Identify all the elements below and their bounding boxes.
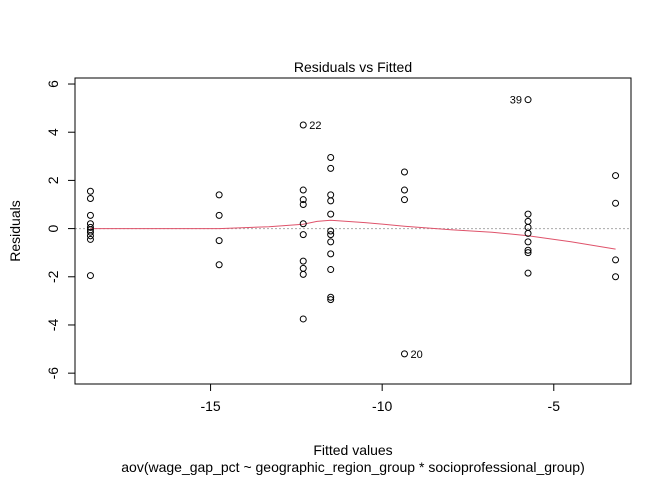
data-point [524,238,532,246]
data-point [327,210,335,218]
data-point [524,249,532,257]
data-point [86,194,94,202]
data-point [524,269,532,277]
data-point [524,96,532,104]
x-tick-label: -10 [372,398,392,414]
outlier-labels: 22 20 39 [309,95,522,361]
data-point [299,315,307,323]
data-point [299,220,307,228]
y-axis-title: Residuals [7,200,23,261]
data-point [299,121,307,129]
point-label: 20 [410,349,422,361]
y-tick-label: 6 [45,80,61,88]
chart-title: Residuals vs Fitted [294,59,412,75]
data-point [327,266,335,274]
data-point [524,217,532,225]
data-point [400,186,408,194]
data-point [215,191,223,199]
data-point [400,168,408,176]
data-point [524,229,532,237]
data-point [299,196,307,204]
data-point [215,211,223,219]
data-point [299,270,307,278]
data-point [524,210,532,218]
data-point [86,272,94,280]
data-point [86,223,94,231]
data-point [327,164,335,172]
data-point [299,200,307,208]
y-tick-label: -6 [45,367,61,380]
plot-frame [74,77,632,385]
data-point [327,250,335,258]
data-point [612,256,620,264]
y-tick-label: 0 [45,224,61,232]
data-point [86,211,94,219]
y-tick-label: -4 [45,319,61,332]
data-point [327,191,335,199]
point-label: 22 [309,120,321,132]
smoother-line [90,219,616,250]
data-point [86,235,94,243]
data-point [612,172,620,180]
data-point [86,187,94,195]
data-point [400,350,408,358]
x-axis-subtitle: aov(wage_gap_pct ~ geographic_region_gro… [121,459,585,475]
data-point [299,186,307,194]
data-point [299,264,307,272]
data-point [327,227,335,235]
data-point [327,296,335,304]
x-axis-title: Fitted values [313,442,392,458]
y-tick-label: -2 [45,270,61,283]
data-point [327,154,335,162]
data-point [327,238,335,246]
data-point [612,273,620,281]
data-point [327,231,335,239]
point-label: 39 [510,95,522,107]
data-point [86,232,94,240]
y-tick-label: 4 [45,128,61,136]
residual-points [86,96,620,358]
y-tick-label: 2 [45,176,61,184]
x-axis: -15 -10 -5 [200,383,561,414]
data-point [524,246,532,254]
data-point [299,257,307,265]
x-tick-label: -15 [200,398,220,414]
data-point [86,228,94,236]
data-point [215,261,223,269]
x-tick-label: -5 [548,398,561,414]
data-point [299,231,307,239]
y-axis: -6 -4 -2 0 2 4 6 [45,80,76,380]
data-point [612,199,620,207]
data-point [215,237,223,245]
data-point [327,293,335,301]
data-point [327,197,335,205]
data-point [524,223,532,231]
data-point [400,196,408,204]
